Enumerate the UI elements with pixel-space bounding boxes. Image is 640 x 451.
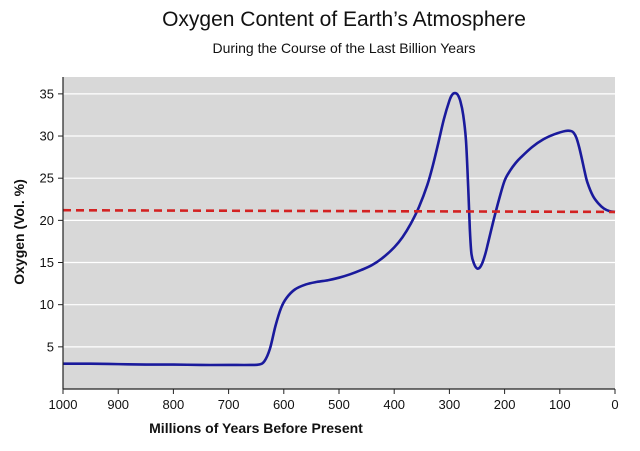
x-tick-label: 100 bbox=[549, 397, 571, 412]
oxygen-series-line bbox=[62, 91, 616, 367]
x-tick-label: 0 bbox=[611, 397, 618, 412]
y-tick-label: 10 bbox=[40, 297, 54, 312]
x-tick-label: 300 bbox=[439, 397, 461, 412]
y-tick-label: 25 bbox=[40, 171, 54, 186]
series-layer bbox=[62, 91, 616, 367]
y-tick-label: 5 bbox=[47, 339, 54, 354]
y-tick-label: 35 bbox=[40, 86, 54, 101]
y-tick-label: 20 bbox=[40, 213, 54, 228]
y-tick-label: 30 bbox=[40, 129, 54, 144]
x-tick-label: 1000 bbox=[49, 397, 78, 412]
grid-lines bbox=[63, 93, 615, 348]
x-axis-label: Millions of Years Before Present bbox=[149, 420, 363, 436]
x-tick-label: 500 bbox=[328, 397, 350, 412]
x-tick-label: 200 bbox=[494, 397, 516, 412]
x-axis-ticks: 1000 900 800 700 600 500 400 300 200 100 0 bbox=[49, 389, 619, 412]
x-tick-label: 700 bbox=[218, 397, 240, 412]
x-tick-label: 800 bbox=[163, 397, 185, 412]
chart-subtitle: During the Course of the Last Billion Ye… bbox=[212, 40, 475, 56]
y-tick-label: 15 bbox=[40, 255, 54, 270]
x-tick-label: 600 bbox=[273, 397, 295, 412]
reference-line-dashed bbox=[62, 208, 616, 214]
chart-title: Oxygen Content of Earth’s Atmosphere bbox=[162, 8, 526, 31]
y-axis-ticks: 5 10 15 20 25 30 35 bbox=[40, 86, 63, 354]
x-tick-label: 400 bbox=[383, 397, 405, 412]
x-tick-label: 900 bbox=[107, 397, 129, 412]
plot-area bbox=[63, 77, 615, 389]
y-axis-label: Oxygen (Vol. %) bbox=[11, 179, 27, 285]
